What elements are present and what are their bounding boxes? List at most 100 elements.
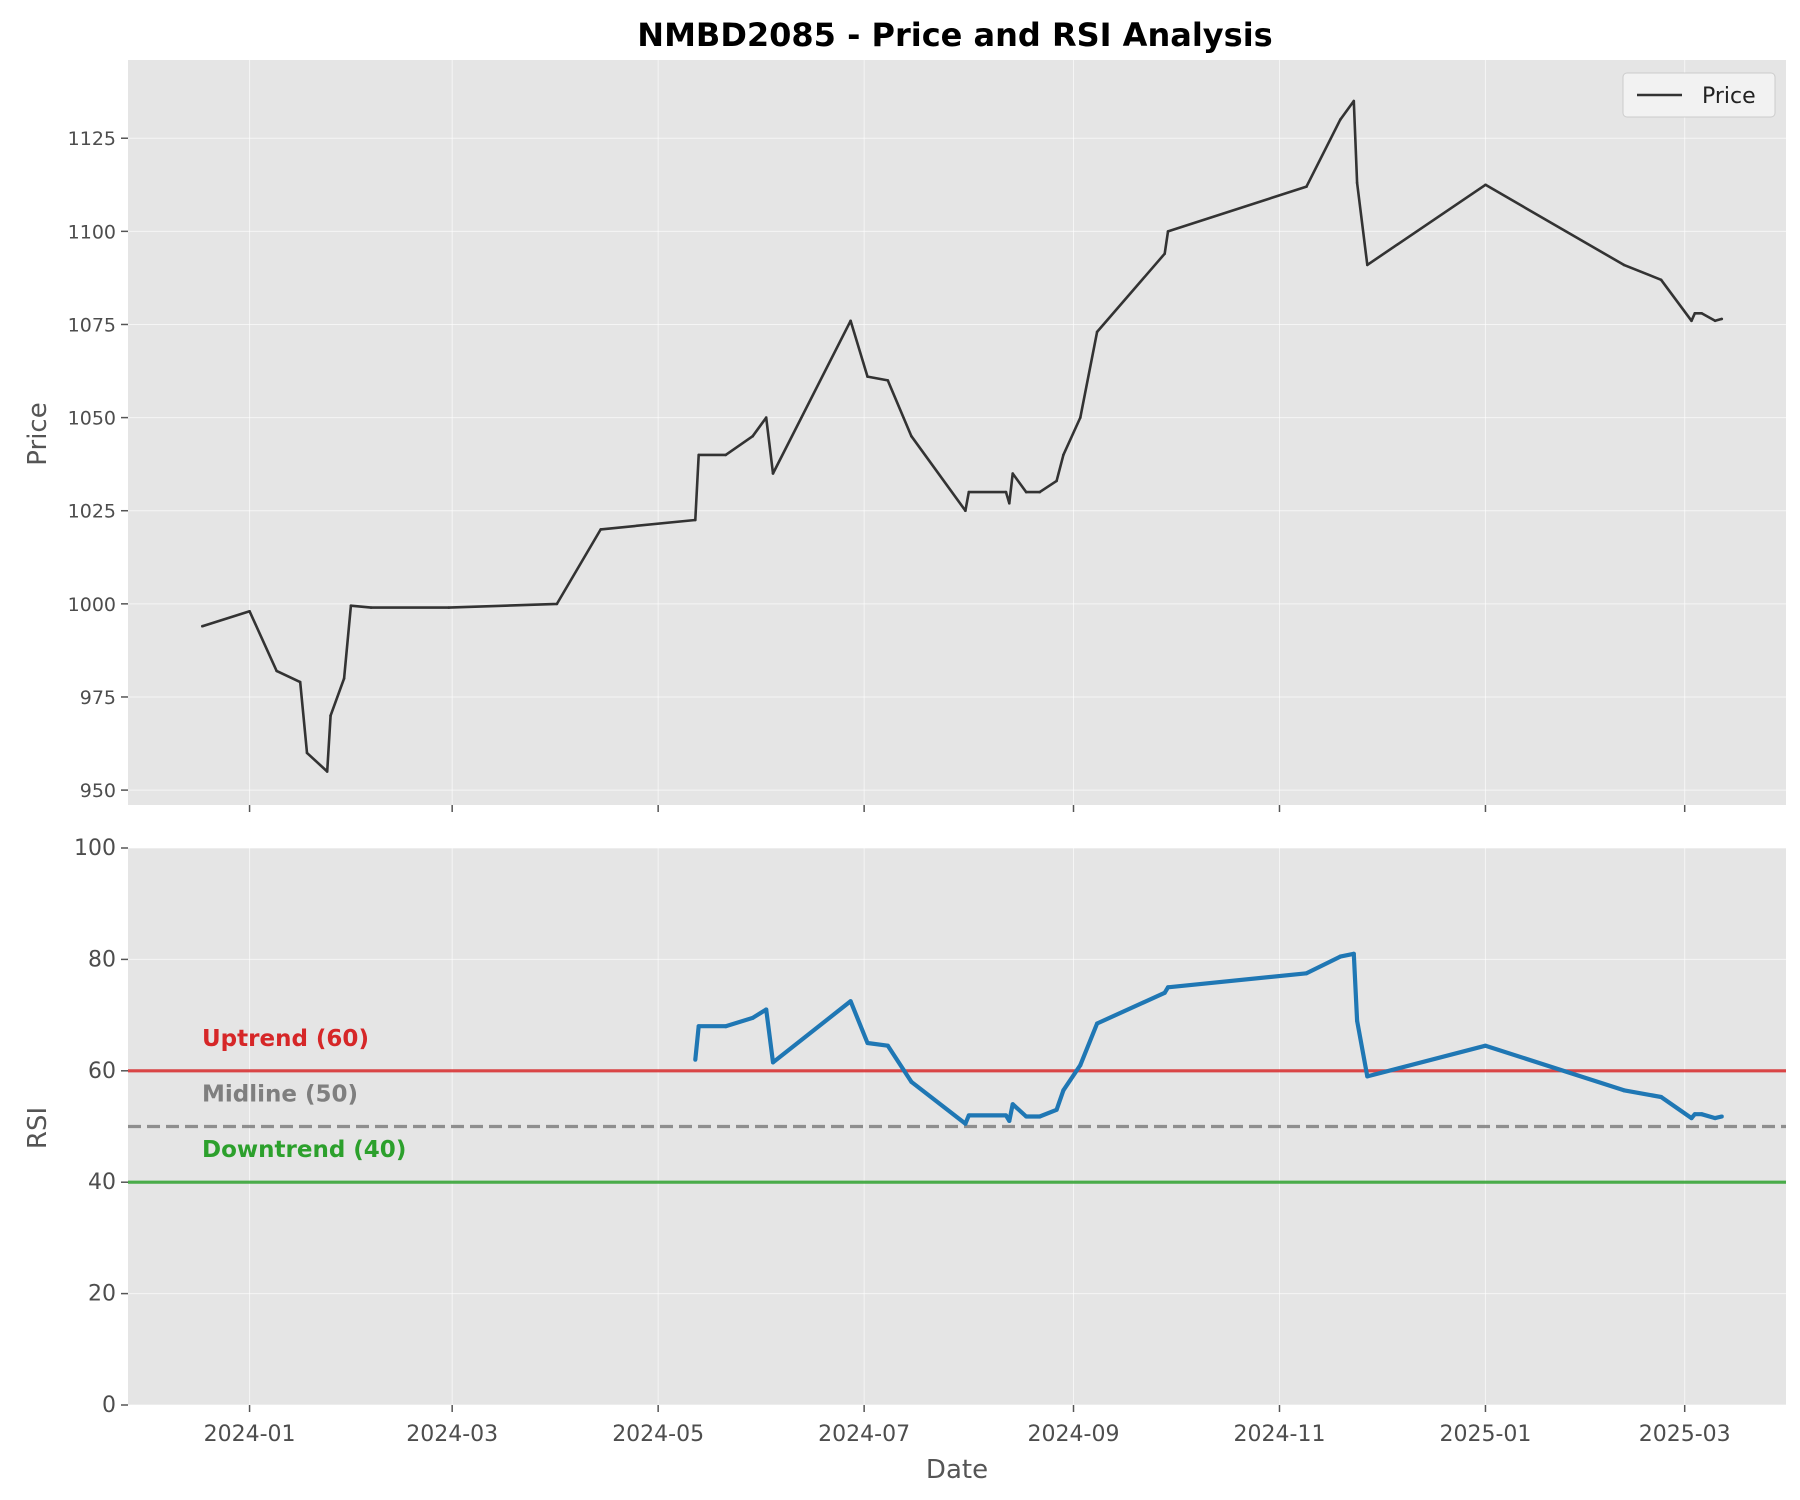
price-data-point: [1062, 453, 1065, 457]
rsi-data-point: [1713, 1116, 1718, 1121]
rsi-data-point: [1162, 990, 1167, 995]
price-ytick-label: 975: [80, 687, 116, 709]
rsi-data-point: [1355, 1018, 1360, 1023]
rsi-data-point: [1659, 1095, 1664, 1099]
date-xtick-label: 2024-11: [1234, 1422, 1326, 1447]
price-data-point: [342, 677, 346, 680]
price-data-point: [1700, 312, 1703, 315]
price-data-point: [1355, 181, 1359, 185]
price-data-point: [555, 602, 559, 606]
rsi-data-point: [966, 1113, 971, 1118]
rsi-data-point: [1095, 1021, 1100, 1026]
rsi-data-point: [1004, 1113, 1008, 1118]
rsi-data-point: [1692, 1112, 1697, 1117]
price-data-point: [1690, 319, 1693, 323]
price-data-point: [325, 770, 329, 773]
rsi-data-point: [1054, 1107, 1059, 1112]
price-data-point: [248, 610, 251, 613]
price-data-point: [849, 319, 852, 323]
rsi-reference-label: Midline (50): [202, 1082, 358, 1108]
price-data-point: [764, 416, 768, 419]
price-data-point: [1008, 502, 1011, 505]
date-xtick-label: 2024-05: [612, 1422, 704, 1447]
rsi-data-point: [1621, 1088, 1626, 1093]
price-data-point: [910, 434, 913, 438]
rsi-ytick-label: 80: [88, 947, 116, 972]
rsi-reference-label: Downtrend (40): [202, 1137, 406, 1163]
rsi-data-point: [771, 1060, 775, 1065]
price-data-point: [866, 375, 869, 378]
price-data-point: [1366, 263, 1369, 267]
price-ylabel: Price: [23, 402, 53, 465]
price-ytick-label: 1125: [68, 128, 116, 150]
price-data-point: [1055, 479, 1058, 483]
rsi-series-line: [693, 951, 1723, 1126]
rsi-ytick-label: 100: [74, 836, 116, 861]
price-data-point: [1305, 185, 1308, 188]
rsi-data-point: [1166, 985, 1170, 990]
rsi-data-point: [885, 1043, 890, 1048]
date-xtick-label: 2024-07: [818, 1422, 910, 1447]
price-data-point: [349, 604, 353, 607]
price-data-point: [298, 680, 302, 684]
price-data-point: [275, 669, 278, 673]
price-data-point: [369, 606, 373, 609]
price-data-point: [886, 379, 890, 382]
rsi-reference-label: Uptrend (60): [202, 1026, 369, 1052]
price-data-point: [964, 509, 967, 512]
price-data-point: [1693, 312, 1697, 315]
price-ytick-label: 1000: [68, 594, 116, 616]
rsi-data-point: [1483, 1043, 1488, 1048]
price-data-point: [1352, 99, 1356, 103]
price-data-point: [694, 518, 697, 522]
price-ytick-label: 1100: [68, 221, 116, 243]
price-data-point: [1166, 230, 1170, 233]
price-data-point: [1713, 319, 1717, 323]
legend-box: [1622, 72, 1776, 118]
price-ytick-label: 1050: [68, 408, 116, 430]
price-ytick-label: 1075: [68, 314, 116, 336]
price-data-point: [1095, 330, 1099, 334]
rsi-data-point: [1078, 1063, 1083, 1068]
price-ytick-label: 1025: [68, 501, 116, 523]
price-legend: Price: [1622, 72, 1776, 118]
price-data-point: [1622, 263, 1626, 267]
rsi-ytick-label: 40: [88, 1170, 116, 1195]
rsi-ytick-label: 60: [88, 1059, 116, 1084]
rsi-panel: 0 20 40 60 80 100 RSI Uptrend (60) Midline (50) D…: [23, 836, 1786, 1485]
price-data-point: [1659, 278, 1663, 282]
rsi-data-point: [963, 1121, 968, 1126]
price-data-point: [1024, 490, 1028, 494]
price-data-point: [201, 624, 204, 628]
rsi-ylabel: RSI: [23, 1107, 53, 1149]
date-xtick-label: 2025-01: [1440, 1422, 1532, 1447]
rsi-data-point: [764, 1007, 769, 1012]
price-data-point: [1038, 490, 1041, 494]
chart-title: NMBD2085 - Price and RSI Analysis: [637, 16, 1272, 54]
rsi-data-point: [1007, 1118, 1012, 1123]
rsi-data-point: [1338, 954, 1343, 959]
price-data-point: [447, 606, 451, 609]
price-data-point: [967, 490, 971, 494]
rsi-data-point: [848, 999, 853, 1004]
rsi-data-point: [1365, 1074, 1370, 1079]
price-data-point: [1079, 416, 1082, 419]
price-data-point: [697, 453, 700, 457]
rsi-data-point: [696, 1024, 701, 1029]
rsi-data-point: [1010, 1102, 1015, 1107]
date-xtick-label: 2024-09: [1028, 1422, 1120, 1447]
price-panel: 950 975 1000 1025 1050 1075 1100 1125 Price Price: [23, 60, 1786, 812]
rsi-data-point: [723, 1024, 728, 1029]
price-data-point: [1004, 490, 1008, 494]
rsi-data-point: [1689, 1116, 1694, 1121]
rsi-data-point: [909, 1079, 914, 1084]
price-data-point: [1720, 317, 1724, 321]
rsi-data-point: [865, 1041, 870, 1045]
price-data-point: [1339, 118, 1342, 121]
price-data-point: [724, 453, 727, 457]
price-data-point: [305, 751, 309, 755]
rsi-data-point: [1719, 1114, 1724, 1119]
legend-label-price: Price: [1702, 84, 1756, 109]
price-data-point: [1484, 183, 1487, 187]
rsi-data-point: [1351, 951, 1356, 956]
